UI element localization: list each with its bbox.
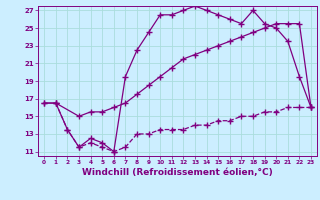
X-axis label: Windchill (Refroidissement éolien,°C): Windchill (Refroidissement éolien,°C): [82, 168, 273, 177]
